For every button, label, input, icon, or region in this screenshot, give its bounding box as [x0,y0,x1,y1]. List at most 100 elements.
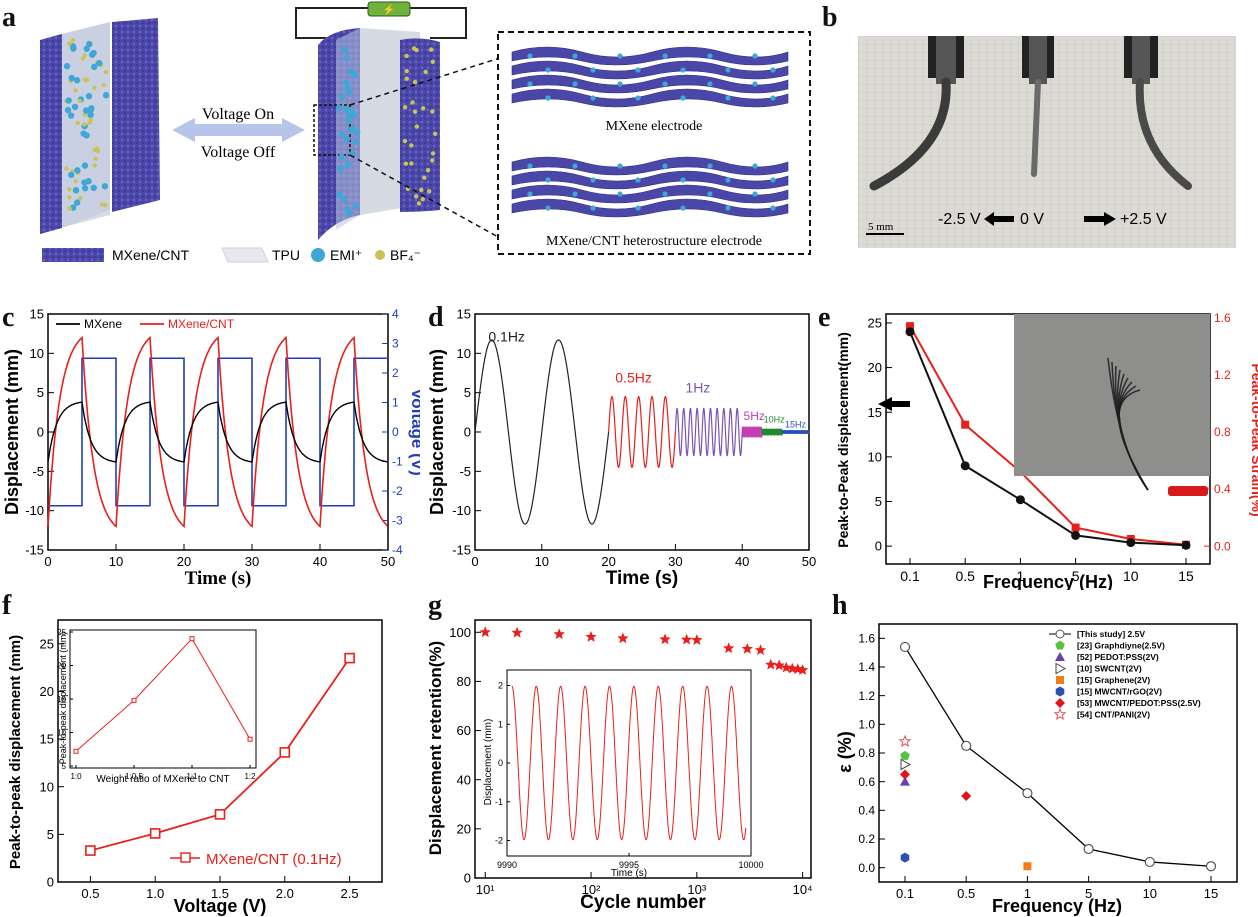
h-this-study-point [1205,861,1217,872]
c-legend-mxenecnt: MXene/CNT [168,317,235,331]
label-minus-2-5v: -2.5 V [938,211,981,228]
x-tick-label: 2.0 [276,886,294,901]
bf4-ion [430,158,435,163]
y2-tick-label: 3 [392,337,399,351]
y-tick-label: 0 [498,758,503,768]
y-tick-label: -5 [459,464,471,479]
emi-ion [72,187,80,194]
emi-ion [572,81,578,87]
emi-ion [349,125,356,132]
bf4-ion [430,109,435,114]
bf4-ion [67,195,72,200]
clamp-center [1022,36,1054,84]
g-star-point [796,664,809,675]
emi-ion [752,53,758,59]
bf4-ion [93,156,98,161]
emi-ion [725,177,731,183]
g-star-point [773,659,785,671]
bf4-ion [410,100,415,105]
f-ylabel: Peak-to-peak displacement (mm) [7,635,24,869]
x-tick-label: 5 [1072,568,1080,584]
h-reference-point [1023,862,1032,871]
emi-ion [87,111,94,119]
clamp-left [928,36,964,84]
emi-ion [83,45,90,53]
emi-ion [74,199,81,206]
emi-ion [81,185,89,192]
mxene-flake [511,60,789,80]
x-tick-label: 0.1 [896,886,914,901]
y-tick-label: 0 [464,425,471,440]
y2-tick-label: 1.2 [1214,368,1231,382]
e-series-strain [909,325,1187,546]
h-reference-point [898,734,912,748]
y-tick-label: 15 [57,695,66,704]
x-tick-label: 0.1 [900,568,920,584]
emi-ion [635,205,641,211]
h-legend-item: [52] PEDOT:PSS(2V) [1077,652,1159,662]
bf4-ion [73,178,78,184]
x-tick-label: 40 [735,554,749,569]
g-star-point [691,634,703,645]
panel-label-a: a [2,2,16,33]
y-tick-label: 25 [57,628,66,637]
mxene-flake [511,156,789,176]
e-displacement-point [1181,540,1191,550]
arrow-left-icon [984,212,1014,226]
h-legend-marker [1055,652,1065,661]
emi-ion [527,191,533,197]
bf4-ion [409,143,414,148]
emi-ion [635,67,641,73]
x-tick-label: 1:1 [186,772,198,781]
f-point [279,747,291,758]
y-tick-label: 10 [457,346,471,361]
tpu-swatch [221,247,269,263]
emi-ion [617,191,623,197]
x-tick-label: 10¹ [476,882,495,897]
g-ylabel: Displacement retention(%) [426,641,445,855]
e-displacement-point [1071,530,1081,540]
y-tick-label: 5 [464,385,471,400]
h-legend-marker [1055,698,1065,708]
emi-ion [344,161,352,168]
emi-ion [707,53,713,59]
bf4-ion [64,166,69,171]
emi-ion [101,183,109,190]
x-tick-label: 1:0.5 [125,772,143,781]
emi-ion [545,67,551,73]
emi-ion [770,205,776,211]
emi-ion [662,191,668,197]
c-series-mxene-cnt [47,335,388,529]
mxene-flake [511,184,789,204]
emi-ion [662,53,668,59]
emi-ion [752,163,758,169]
f-inset-point [247,736,253,742]
x-tick-label: 20 [177,554,191,569]
f-inset-point [189,636,195,642]
x-tick-label: 10³ [687,882,706,897]
emi-ion [68,74,75,82]
h-legend-item: [54] CNT/PANI(2V) [1077,710,1150,720]
bf4-ion [95,146,100,152]
bf4-ion [404,76,409,81]
y-tick-label: 100 [449,625,471,640]
h-this-study-line [904,646,1212,867]
x-tick-label: 20 [601,554,615,569]
emi-ion [617,53,623,59]
emi-ion [725,95,731,101]
bf4-ion [73,88,78,93]
x-tick-label: 10000 [738,860,763,870]
e-xlabel: Frequency (Hz) [983,572,1113,590]
y-tick-label: 0.4 [858,804,875,818]
mxene-flake [511,88,789,108]
x-tick-label: 15 [1204,886,1218,901]
emi-ion [635,95,641,101]
emi-ion [74,167,81,174]
emi-ion [338,153,345,160]
bf4-ion [416,201,422,206]
emi-ion [707,191,713,197]
emi-ion [353,129,361,136]
label-0v: 0 V [1020,211,1044,228]
